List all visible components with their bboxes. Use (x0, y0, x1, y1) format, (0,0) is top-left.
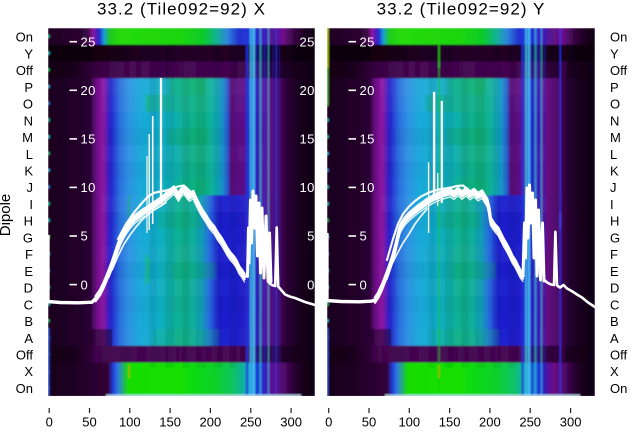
svg-text:200: 200 (479, 415, 501, 430)
svg-text:20: 20 (360, 83, 375, 98)
svg-text:150: 150 (439, 415, 461, 430)
svg-text:50: 50 (82, 415, 96, 430)
svg-text:0: 0 (307, 277, 315, 292)
svg-text:15: 15 (81, 132, 96, 147)
svg-text:Y: Y (610, 46, 619, 61)
svg-text:L: L (610, 147, 617, 162)
svg-text:300: 300 (560, 415, 582, 430)
svg-text:0: 0 (325, 415, 332, 430)
svg-text:10: 10 (360, 180, 375, 195)
svg-text:J: J (27, 180, 34, 195)
svg-text:C: C (610, 297, 619, 312)
svg-text:B: B (24, 314, 33, 329)
svg-text:33.2 (Tile092=92) Y: 33.2 (Tile092=92) Y (377, 0, 546, 19)
svg-text:On: On (16, 30, 33, 45)
svg-text:Off: Off (16, 63, 33, 78)
svg-text:150: 150 (159, 415, 181, 430)
svg-text:5: 5 (307, 229, 315, 244)
svg-text:F: F (25, 247, 33, 262)
svg-text:O: O (610, 97, 620, 112)
svg-text:O: O (23, 97, 33, 112)
svg-text:N: N (24, 113, 33, 128)
svg-text:5: 5 (81, 229, 89, 244)
svg-text:F: F (610, 247, 618, 262)
svg-text:J: J (610, 180, 617, 195)
svg-text:C: C (24, 297, 33, 312)
svg-text:A: A (610, 331, 619, 346)
svg-text:200: 200 (200, 415, 222, 430)
svg-text:0: 0 (46, 415, 53, 430)
svg-text:100: 100 (398, 415, 420, 430)
svg-text:Off: Off (610, 348, 627, 363)
svg-text:A: A (24, 331, 33, 346)
svg-text:X: X (24, 364, 33, 379)
svg-text:20: 20 (300, 83, 315, 98)
svg-text:25: 25 (81, 34, 96, 49)
svg-text:On: On (610, 381, 627, 396)
svg-text:M: M (610, 130, 621, 145)
svg-text:10: 10 (81, 180, 96, 195)
svg-text:25: 25 (300, 34, 315, 49)
svg-text:E: E (24, 264, 33, 279)
svg-text:33.2 (Tile092=92) X: 33.2 (Tile092=92) X (97, 0, 266, 19)
svg-text:L: L (26, 147, 33, 162)
svg-text:E: E (610, 264, 619, 279)
svg-text:D: D (24, 281, 33, 296)
svg-text:10: 10 (300, 180, 315, 195)
svg-text:B: B (610, 314, 619, 329)
svg-text:On: On (610, 30, 627, 45)
svg-text:15: 15 (300, 132, 315, 147)
svg-text:P: P (24, 80, 33, 95)
svg-text:5: 5 (360, 229, 368, 244)
svg-text:Y: Y (24, 46, 33, 61)
svg-text:K: K (610, 164, 619, 179)
svg-text:15: 15 (360, 132, 375, 147)
svg-text:On: On (16, 381, 33, 396)
svg-text:100: 100 (119, 415, 141, 430)
svg-text:25: 25 (360, 34, 375, 49)
svg-text:250: 250 (519, 415, 541, 430)
svg-text:50: 50 (362, 415, 376, 430)
svg-text:X: X (610, 364, 619, 379)
svg-text:Off: Off (16, 348, 33, 363)
svg-text:20: 20 (81, 83, 96, 98)
svg-text:250: 250 (240, 415, 262, 430)
svg-text:G: G (23, 230, 33, 245)
svg-text:0: 0 (81, 277, 89, 292)
svg-text:P: P (610, 80, 619, 95)
svg-text:N: N (610, 113, 619, 128)
svg-text:H: H (24, 214, 33, 229)
svg-text:300: 300 (280, 415, 302, 430)
svg-text:Dipole: Dipole (0, 194, 14, 237)
svg-text:D: D (610, 281, 619, 296)
svg-text:I: I (610, 197, 614, 212)
svg-text:G: G (610, 230, 620, 245)
svg-text:K: K (24, 164, 33, 179)
svg-text:Off: Off (610, 63, 627, 78)
svg-text:0: 0 (360, 277, 368, 292)
svg-text:M: M (22, 130, 33, 145)
svg-text:H: H (610, 214, 619, 229)
svg-text:I: I (29, 197, 33, 212)
